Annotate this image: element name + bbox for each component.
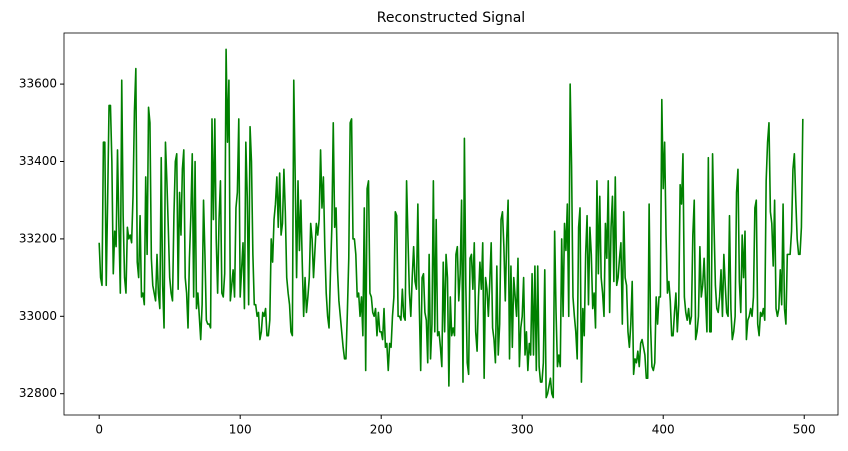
x-tick-label: 400 bbox=[652, 423, 675, 437]
y-tick-label: 33400 bbox=[19, 154, 57, 168]
signal-line bbox=[98, 48, 804, 399]
x-tick-label: 500 bbox=[793, 423, 816, 437]
x-tick-label: 100 bbox=[229, 423, 252, 437]
y-tick-label: 33200 bbox=[19, 231, 57, 245]
x-tick-label: 0 bbox=[95, 423, 103, 437]
y-tick-label: 33000 bbox=[19, 309, 57, 323]
axes-frame bbox=[63, 32, 839, 416]
y-tick-label: 32800 bbox=[19, 386, 57, 400]
chart-title: Reconstructed Signal bbox=[377, 10, 525, 26]
x-tick-label: 200 bbox=[370, 423, 393, 437]
y-tick-label: 33600 bbox=[19, 77, 57, 91]
x-tick-label: 300 bbox=[511, 423, 534, 437]
